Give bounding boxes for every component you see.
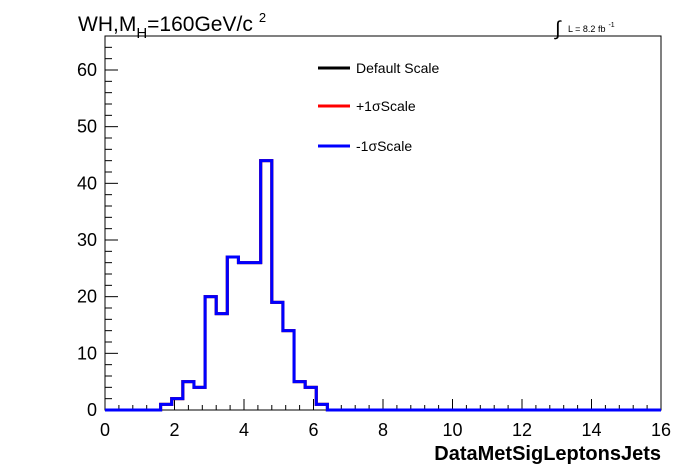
axis-ticks: 0 2 4 6 8 10 12 14 16 0 10 20 30 40 50 60 — [77, 35, 671, 440]
lumi-integral: ∫ — [554, 18, 562, 40]
y-tick-label: 60 — [77, 60, 97, 80]
y-tick-label: 0 — [87, 400, 97, 420]
y-tick-label: 30 — [77, 230, 97, 250]
x-tick-label: 14 — [581, 420, 601, 440]
series-line-1 — [105, 159, 661, 412]
y-tick-label: 20 — [77, 287, 97, 307]
title-superscript: 2 — [259, 10, 266, 25]
x-axis-label: DataMetSigLeptonsJets — [434, 443, 661, 465]
lumi-superscript: -1 — [608, 22, 614, 29]
legend-label: -1σScale — [356, 138, 412, 154]
x-tick-label: 16 — [651, 420, 671, 440]
series-line-2 — [105, 159, 661, 412]
x-tick-label: 4 — [239, 420, 249, 440]
y-tick-label: 50 — [77, 117, 97, 137]
chart-title: WH,MH=160GeV/c 2 — [78, 10, 266, 42]
x-tick-label: 10 — [442, 420, 462, 440]
legend: Default Scale +1σScale -1σScale — [318, 60, 439, 154]
y-tick-label: 40 — [77, 173, 97, 193]
x-tick-label: 0 — [100, 420, 110, 440]
title-main: WH,M — [78, 13, 136, 36]
lumi-label: L = 8.2 fb -1 — [568, 22, 615, 34]
x-tick-label: 12 — [512, 420, 532, 440]
legend-label: +1σScale — [356, 98, 416, 114]
x-tick-label: 6 — [308, 420, 318, 440]
lumi-text: L = 8.2 fb — [568, 24, 605, 34]
title-subscript: H — [136, 25, 147, 42]
y-tick-label: 10 — [77, 343, 97, 363]
series-line-0 — [105, 159, 661, 412]
x-tick-label: 2 — [169, 420, 179, 440]
series-layer — [105, 159, 661, 412]
frame — [104, 35, 662, 411]
title-rest: =160GeV/c — [147, 13, 253, 36]
x-tick-label: 8 — [378, 420, 388, 440]
legend-label: Default Scale — [356, 60, 439, 76]
